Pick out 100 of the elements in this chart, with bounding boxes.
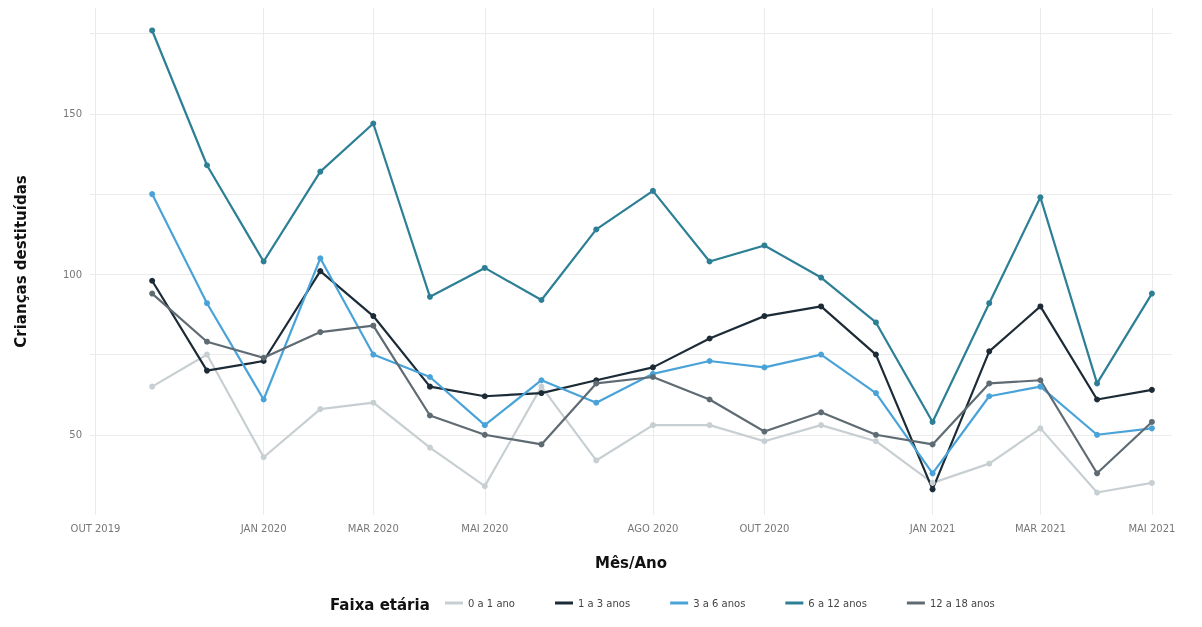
point: [872, 438, 879, 445]
point: [481, 422, 488, 429]
point: [538, 377, 545, 384]
point: [317, 406, 324, 413]
x-tick-label: JAN 2020: [239, 522, 287, 534]
legend-title: Faixa etária: [330, 595, 430, 614]
point: [706, 422, 713, 429]
point: [593, 226, 600, 233]
point: [872, 431, 879, 438]
point: [1148, 290, 1155, 297]
point: [929, 479, 936, 486]
point: [481, 264, 488, 271]
x-tick-label: AGO 2020: [627, 522, 679, 534]
point: [1037, 425, 1044, 432]
point: [986, 380, 993, 387]
point: [1148, 386, 1155, 393]
point: [481, 483, 488, 490]
point: [818, 351, 825, 358]
point: [1148, 418, 1155, 425]
point: [761, 242, 768, 249]
point: [203, 162, 210, 169]
legend-label: 3 a 6 anos: [693, 597, 746, 609]
point: [538, 297, 545, 303]
point: [1148, 479, 1155, 486]
point: [317, 268, 324, 275]
point: [761, 313, 768, 320]
point: [872, 351, 879, 358]
point: [1037, 303, 1044, 310]
point: [593, 399, 600, 406]
point: [929, 418, 936, 425]
x-tick-label: MAR 2020: [347, 522, 399, 534]
point: [818, 409, 825, 416]
x-tick-label: OUT 2019: [70, 522, 121, 534]
point: [593, 457, 600, 464]
point: [649, 422, 656, 429]
point: [203, 300, 210, 307]
point: [986, 300, 993, 307]
point: [1094, 396, 1101, 403]
point: [203, 338, 210, 345]
y-tick-label: 150: [62, 108, 82, 120]
point: [426, 383, 433, 390]
point: [481, 431, 488, 438]
point: [426, 293, 433, 300]
point: [203, 351, 210, 358]
point: [1094, 489, 1101, 496]
point: [872, 319, 879, 326]
point: [986, 348, 993, 355]
point: [1037, 377, 1044, 384]
point: [426, 412, 433, 419]
point: [986, 393, 993, 400]
point: [649, 187, 656, 194]
point: [149, 191, 156, 198]
point: [706, 396, 713, 403]
point: [818, 274, 825, 281]
y-tick-label: 100: [62, 268, 82, 280]
point: [649, 364, 656, 371]
point: [538, 441, 545, 448]
point: [1094, 470, 1101, 477]
point: [929, 486, 936, 493]
point: [1094, 431, 1101, 438]
x-tick-label: MAI 2020: [461, 522, 509, 534]
point: [1037, 383, 1044, 390]
point: [317, 255, 324, 262]
point: [203, 367, 210, 374]
point: [1037, 194, 1044, 201]
point: [260, 396, 267, 403]
point: [149, 277, 156, 284]
point: [818, 422, 825, 429]
point: [317, 329, 324, 336]
y-tick-label: 50: [69, 429, 82, 441]
point: [1148, 425, 1155, 432]
point: [149, 290, 156, 297]
point: [706, 258, 713, 265]
point: [370, 322, 377, 329]
x-tick-label: JAN 2021: [908, 522, 956, 534]
point: [538, 383, 545, 390]
point: [317, 168, 324, 175]
point: [872, 390, 879, 397]
point: [986, 460, 993, 467]
point: [706, 357, 713, 364]
point: [260, 454, 267, 461]
point: [929, 441, 936, 448]
point: [370, 399, 377, 406]
point: [761, 364, 768, 371]
point: [538, 390, 545, 397]
point: [818, 303, 825, 310]
point: [149, 27, 156, 34]
point: [426, 374, 433, 381]
y-axis-title: Crianças destituídas: [11, 175, 30, 348]
point: [649, 374, 656, 381]
point: [426, 444, 433, 451]
x-tick-label: OUT 2020: [739, 522, 790, 534]
legend-label: 0 a 1 ano: [468, 597, 515, 609]
legend-label: 12 a 18 anos: [929, 597, 995, 609]
point: [260, 354, 267, 361]
legend-label: 1 a 3 anos: [577, 597, 631, 609]
point: [370, 313, 377, 320]
x-tick-label: MAR 2021: [1014, 522, 1066, 534]
x-axis-title: Mês/Ano: [594, 553, 668, 572]
point: [481, 393, 488, 400]
